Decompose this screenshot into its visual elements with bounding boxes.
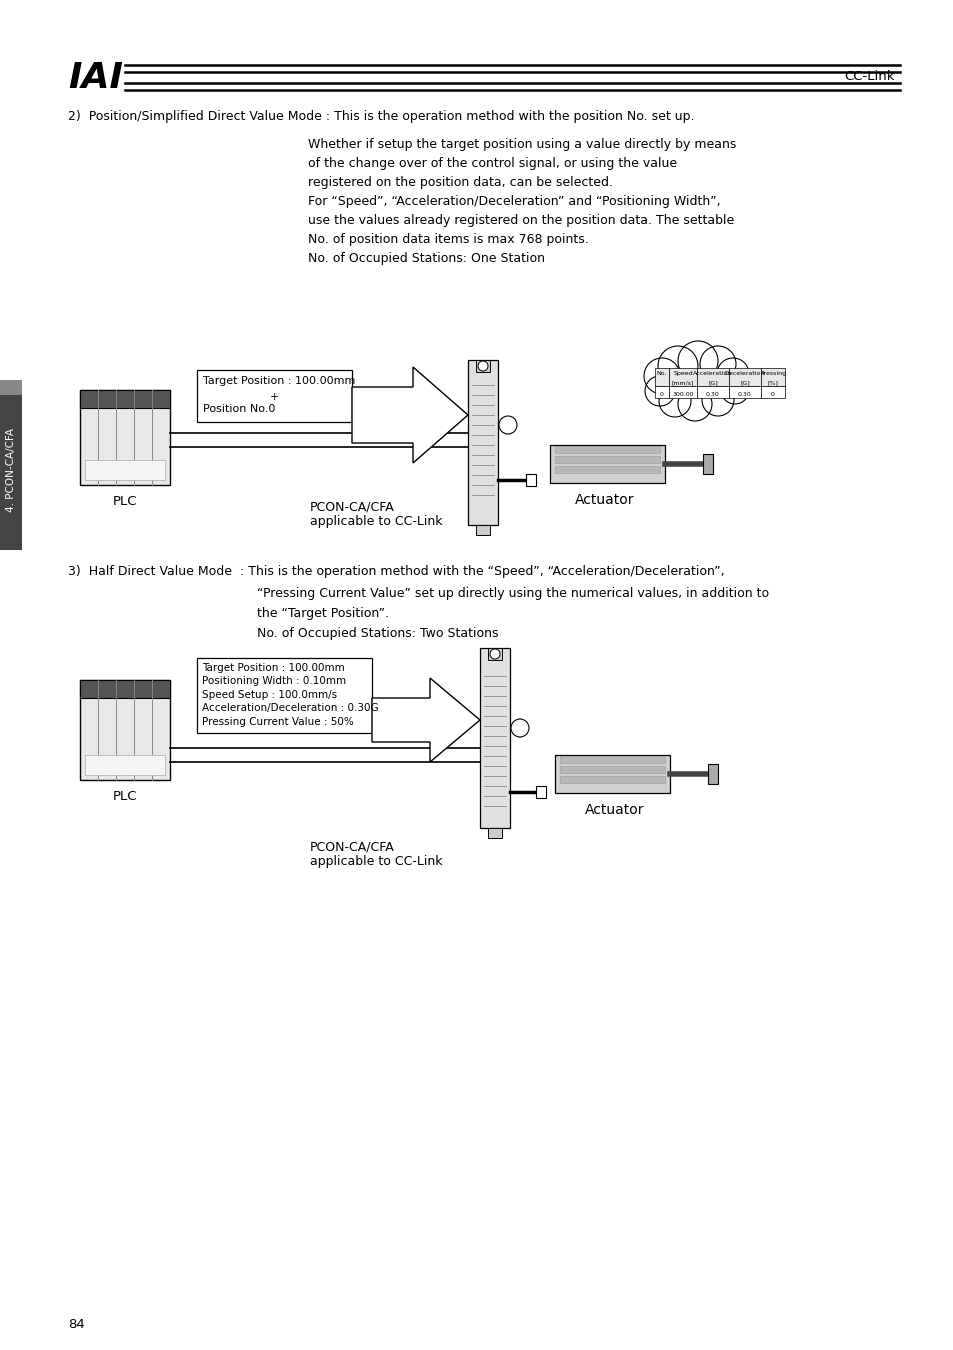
Bar bbox=[668, 369, 697, 386]
Text: 0: 0 bbox=[659, 393, 663, 397]
Text: [mm/s]: [mm/s] bbox=[671, 381, 694, 385]
Bar bbox=[559, 756, 664, 763]
Bar bbox=[0, 390, 22, 549]
Text: IAI: IAI bbox=[68, 61, 123, 95]
Text: 0.30: 0.30 bbox=[705, 393, 720, 397]
Circle shape bbox=[700, 346, 735, 382]
Text: Position No.0: Position No.0 bbox=[203, 404, 275, 414]
Bar bbox=[488, 828, 501, 838]
Text: Deceleration: Deceleration bbox=[724, 371, 764, 377]
Bar bbox=[0, 379, 22, 396]
Bar bbox=[702, 454, 712, 474]
Circle shape bbox=[511, 720, 529, 737]
Bar bbox=[80, 680, 170, 780]
Text: Whether if setup the target position using a value directly by means: Whether if setup the target position usi… bbox=[308, 138, 736, 151]
Bar bbox=[536, 786, 545, 798]
Text: PCON-CA/CFA
applicable to CC-Link: PCON-CA/CFA applicable to CC-Link bbox=[310, 500, 442, 528]
Bar bbox=[196, 370, 352, 423]
Text: Acceleration/Deceleration : 0.30G: Acceleration/Deceleration : 0.30G bbox=[202, 703, 378, 714]
Bar bbox=[196, 657, 372, 733]
Bar bbox=[559, 776, 664, 783]
Text: 2)  Position/Simplified Direct Value Mode : This is the operation method with th: 2) Position/Simplified Direct Value Mode… bbox=[68, 109, 694, 123]
Text: No. of Occupied Stations: One Station: No. of Occupied Stations: One Station bbox=[308, 252, 544, 265]
Text: 4. PCON-CA/CFA: 4. PCON-CA/CFA bbox=[6, 428, 16, 512]
Text: Pressing: Pressing bbox=[760, 371, 785, 377]
Text: No.: No. bbox=[656, 371, 666, 377]
Circle shape bbox=[678, 387, 711, 421]
Bar bbox=[555, 466, 659, 472]
Text: Target Position : 100.00mm: Target Position : 100.00mm bbox=[202, 663, 344, 674]
Text: [%]: [%] bbox=[767, 381, 778, 385]
Bar bbox=[559, 765, 664, 774]
Circle shape bbox=[717, 358, 748, 390]
Bar bbox=[555, 755, 669, 792]
Bar bbox=[555, 446, 659, 454]
Bar bbox=[760, 369, 784, 386]
Text: No. of Occupied Stations: Two Stations: No. of Occupied Stations: Two Stations bbox=[256, 626, 498, 640]
Text: “Pressing Current Value” set up directly using the numerical values, in addition: “Pressing Current Value” set up directly… bbox=[256, 587, 768, 599]
Text: 84: 84 bbox=[68, 1318, 85, 1331]
Circle shape bbox=[658, 346, 698, 386]
Text: the “Target Position”.: the “Target Position”. bbox=[256, 608, 389, 620]
Text: Positioning Width : 0.10mm: Positioning Width : 0.10mm bbox=[202, 676, 346, 687]
Bar bbox=[655, 386, 668, 398]
Bar bbox=[697, 369, 728, 386]
Text: 300.00: 300.00 bbox=[672, 393, 693, 397]
Bar bbox=[80, 390, 170, 485]
Text: Acceleration: Acceleration bbox=[693, 371, 732, 377]
Bar bbox=[760, 386, 784, 398]
Text: +: + bbox=[270, 392, 279, 402]
Text: Speed: Speed bbox=[673, 371, 692, 377]
Text: of the change over of the control signal, or using the value: of the change over of the control signal… bbox=[308, 157, 677, 170]
Text: Speed Setup : 100.0mm/s: Speed Setup : 100.0mm/s bbox=[202, 690, 336, 701]
Text: No. of position data items is max 768 points.: No. of position data items is max 768 po… bbox=[308, 234, 588, 246]
Polygon shape bbox=[352, 367, 468, 463]
Text: Actuator: Actuator bbox=[575, 493, 634, 508]
Bar bbox=[479, 648, 510, 828]
Bar bbox=[550, 446, 664, 483]
Text: Actuator: Actuator bbox=[584, 803, 644, 817]
Bar bbox=[668, 386, 697, 398]
Bar bbox=[85, 460, 165, 481]
Text: Target Position : 100.00mm: Target Position : 100.00mm bbox=[203, 377, 355, 386]
Text: use the values already registered on the position data. The settable: use the values already registered on the… bbox=[308, 215, 734, 227]
Bar bbox=[476, 525, 490, 535]
Bar bbox=[80, 680, 170, 698]
Bar bbox=[655, 369, 668, 386]
Circle shape bbox=[678, 342, 718, 381]
Bar bbox=[468, 360, 497, 525]
Text: 0.30: 0.30 bbox=[738, 393, 751, 397]
Text: 0: 0 bbox=[770, 393, 774, 397]
Text: [G]: [G] bbox=[707, 381, 717, 385]
Circle shape bbox=[490, 649, 499, 659]
Text: [G]: [G] bbox=[740, 381, 749, 385]
Bar bbox=[728, 386, 760, 398]
Bar bbox=[697, 386, 728, 398]
Text: PLC: PLC bbox=[112, 495, 137, 508]
Text: registered on the position data, can be selected.: registered on the position data, can be … bbox=[308, 176, 613, 189]
Text: Pressing Current Value : 50%: Pressing Current Value : 50% bbox=[202, 717, 354, 728]
Bar bbox=[728, 369, 760, 386]
Bar bbox=[476, 360, 490, 373]
Text: CC-Link: CC-Link bbox=[843, 70, 894, 84]
Text: For “Speed”, “Acceleration/Deceleration” and “Positioning Width”,: For “Speed”, “Acceleration/Deceleration”… bbox=[308, 194, 720, 208]
Text: PCON-CA/CFA
applicable to CC-Link: PCON-CA/CFA applicable to CC-Link bbox=[310, 840, 442, 868]
Circle shape bbox=[643, 358, 679, 394]
Bar bbox=[707, 764, 718, 784]
Circle shape bbox=[644, 377, 675, 406]
Circle shape bbox=[720, 377, 748, 404]
Bar bbox=[555, 456, 659, 463]
Bar bbox=[525, 474, 536, 486]
Circle shape bbox=[477, 360, 488, 371]
Bar bbox=[488, 648, 501, 660]
Circle shape bbox=[701, 383, 733, 416]
Bar bbox=[80, 390, 170, 408]
Polygon shape bbox=[372, 678, 479, 761]
Text: PLC: PLC bbox=[112, 790, 137, 803]
Circle shape bbox=[659, 385, 690, 417]
Bar bbox=[85, 755, 165, 775]
Text: 3)  Half Direct Value Mode  : This is the operation method with the “Speed”, “Ac: 3) Half Direct Value Mode : This is the … bbox=[68, 566, 724, 578]
Circle shape bbox=[498, 416, 517, 433]
